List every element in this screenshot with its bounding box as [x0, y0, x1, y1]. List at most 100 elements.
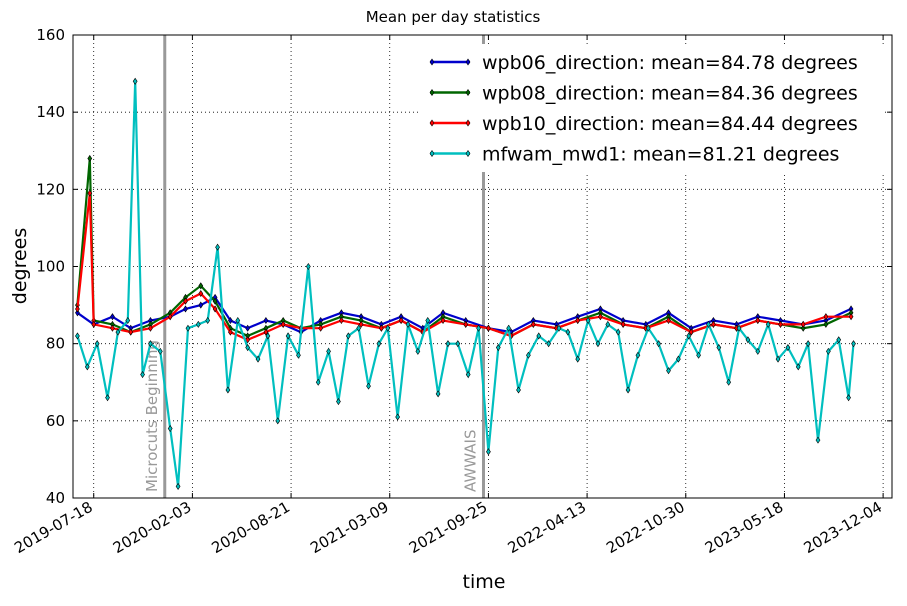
data-point: [706, 320, 711, 328]
x-axis-label: time: [463, 571, 506, 593]
data-point: [315, 378, 321, 386]
y-axis-label: degrees: [9, 228, 31, 304]
legend-marker: [429, 119, 435, 127]
data-point: [212, 297, 218, 305]
y-tick-label: 80: [46, 335, 65, 353]
data-point: [167, 425, 173, 433]
data-point: [536, 332, 542, 340]
data-point: [263, 316, 269, 325]
data-point: [625, 386, 631, 394]
data-point: [94, 340, 100, 348]
data-point: [486, 324, 491, 332]
data-point: [255, 355, 261, 363]
data-point: [175, 482, 181, 490]
data-point: [245, 343, 251, 352]
data-point: [358, 320, 364, 328]
data-point: [620, 320, 626, 328]
data-point: [696, 351, 701, 359]
data-point: [235, 316, 241, 325]
legend-background: [418, 44, 884, 172]
data-point: [148, 340, 153, 348]
data-point: [228, 316, 233, 325]
data-point: [530, 320, 536, 328]
data-point: [326, 347, 331, 355]
data-point: [435, 390, 441, 398]
y-tick-label: 100: [36, 258, 65, 276]
data-point: [167, 313, 173, 321]
data-point: [228, 328, 233, 336]
data-point: [455, 340, 461, 348]
data-point: [105, 394, 110, 402]
data-point: [585, 316, 591, 325]
data-point: [398, 316, 404, 325]
legend-marker: [429, 149, 435, 158]
y-tick-label: 160: [36, 26, 65, 44]
data-point: [656, 340, 661, 348]
data-point: [815, 436, 821, 444]
data-point: [215, 243, 220, 251]
y-tick-label: 60: [46, 412, 65, 430]
data-point: [275, 417, 281, 425]
legend-marker: [465, 149, 471, 158]
data-point: [128, 328, 134, 336]
data-point: [440, 316, 446, 325]
data-point: [339, 316, 344, 325]
data-point: [765, 320, 771, 328]
data-point: [575, 355, 581, 363]
data-point: [755, 347, 761, 355]
data-point: [140, 370, 145, 379]
data-point: [110, 313, 115, 321]
data-point: [183, 305, 188, 313]
data-point: [476, 324, 481, 332]
data-point: [225, 386, 231, 394]
y-tick-label: 120: [36, 180, 65, 198]
data-point: [726, 378, 732, 386]
data-point: [245, 336, 251, 344]
series-layer: [75, 77, 856, 490]
data-point: [516, 386, 521, 394]
data-point: [755, 316, 761, 325]
data-point: [465, 370, 471, 379]
data-point: [836, 336, 842, 344]
data-point: [280, 320, 286, 328]
data-point: [486, 448, 491, 456]
data-point: [736, 324, 742, 332]
data-point: [716, 343, 722, 352]
data-point: [148, 324, 153, 332]
data-point: [75, 309, 80, 317]
legend-label: mfwam_mwd1: mean=81.21 degrees: [482, 144, 839, 166]
data-point: [385, 324, 391, 332]
data-point: [87, 189, 93, 197]
data-point: [205, 316, 211, 325]
data-point: [198, 301, 204, 309]
data-point: [605, 320, 611, 328]
data-point: [805, 340, 811, 348]
data-point: [676, 355, 681, 363]
data-point: [565, 328, 571, 336]
data-point: [848, 313, 854, 321]
y-tick-layer: 40 60 80 100 120 140 160: [36, 26, 892, 507]
data-point: [75, 305, 80, 313]
data-point: [778, 320, 783, 328]
legend-label: wpb06_direction: mean=84.78 degrees: [482, 52, 858, 74]
data-point: [212, 305, 218, 313]
data-point: [800, 320, 806, 328]
data-point: [84, 363, 90, 371]
data-point: [395, 413, 401, 421]
legend-label: wpb10_direction: mean=84.44 degrees: [482, 113, 858, 135]
data-point: [785, 343, 791, 352]
data-point: [800, 324, 806, 332]
data-point: [195, 320, 201, 328]
data-point: [666, 367, 671, 375]
data-point: [185, 324, 191, 332]
data-point: [598, 313, 603, 321]
data-point: [125, 316, 131, 325]
data-point: [686, 332, 692, 340]
annotation-layer: Microcuts Beginning AWWAIS: [143, 35, 485, 498]
series-3: [75, 77, 856, 490]
data-point: [745, 336, 751, 344]
data-point: [688, 328, 694, 336]
data-point: [263, 328, 269, 336]
data-point: [506, 324, 512, 332]
